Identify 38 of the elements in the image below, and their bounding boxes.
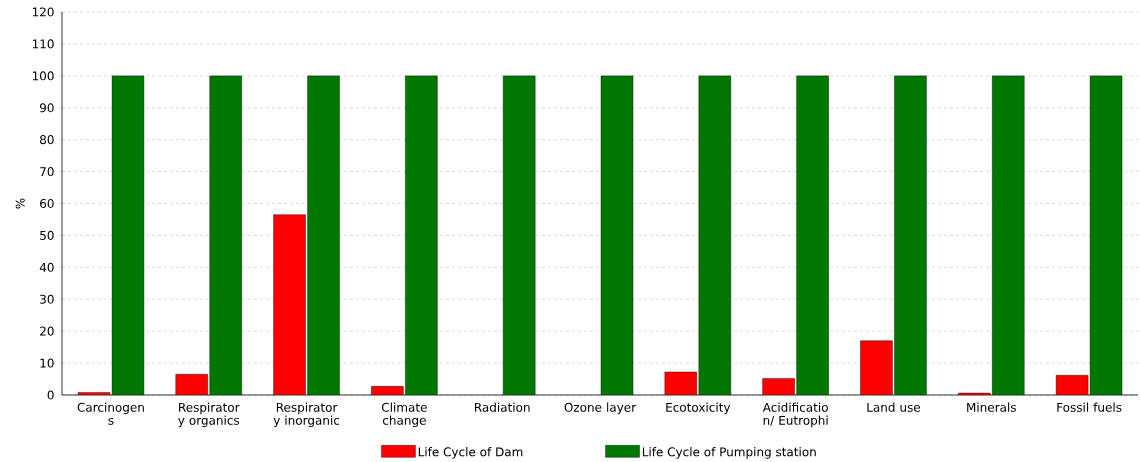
bar <box>405 75 438 395</box>
x-tick-label: Minerals <box>967 402 1016 412</box>
y-tick-label: 120 <box>32 7 54 17</box>
y-tick-label: 50 <box>40 230 54 240</box>
y-tick-label: 80 <box>40 135 54 145</box>
x-tick-label: Ecotoxicity <box>666 402 731 415</box>
bar <box>111 75 145 395</box>
y-tick-label: 100 <box>32 71 54 81</box>
x-tick-label: Radiation <box>475 402 530 412</box>
y-tick-label: 110 <box>32 39 54 49</box>
bar <box>992 75 1025 395</box>
bar <box>796 75 829 395</box>
y-tick-label: 20 <box>40 326 54 336</box>
y-tick-label: 30 <box>40 294 54 304</box>
x-tick-label: Land use <box>867 402 921 412</box>
bar <box>894 75 927 395</box>
y-tick-label: 70 <box>40 167 54 177</box>
bar <box>1089 75 1123 395</box>
bar <box>502 75 536 395</box>
bar <box>307 75 340 395</box>
y-tick-label: 10 <box>40 358 54 368</box>
x-tick-label: Fossil fuels <box>1057 402 1122 412</box>
bar <box>600 75 634 395</box>
x-tick-label: Carcinogen s <box>77 402 144 425</box>
y-tick-label: 90 <box>39 103 54 113</box>
legend-label: Life Cycle of Pumping station <box>642 447 816 459</box>
x-tick-label: Ozone layer <box>564 402 637 415</box>
x-tick-label: Climate change <box>381 402 427 428</box>
x-tick-label: Respirator y organics <box>178 402 240 428</box>
x-tick-label: Respirator y inorganic <box>273 402 340 428</box>
y-tick-label: 0 <box>47 390 54 400</box>
y-tick-label: 60 <box>40 198 54 209</box>
y-axis-title: % <box>15 198 25 209</box>
y-tick-label: 40 <box>39 262 54 272</box>
bar <box>698 75 732 395</box>
legend-label: Life Cycle of Dam <box>418 447 523 459</box>
x-tick-label: Acidificatio n/ Eutrophi <box>762 402 828 428</box>
bar <box>209 75 242 395</box>
